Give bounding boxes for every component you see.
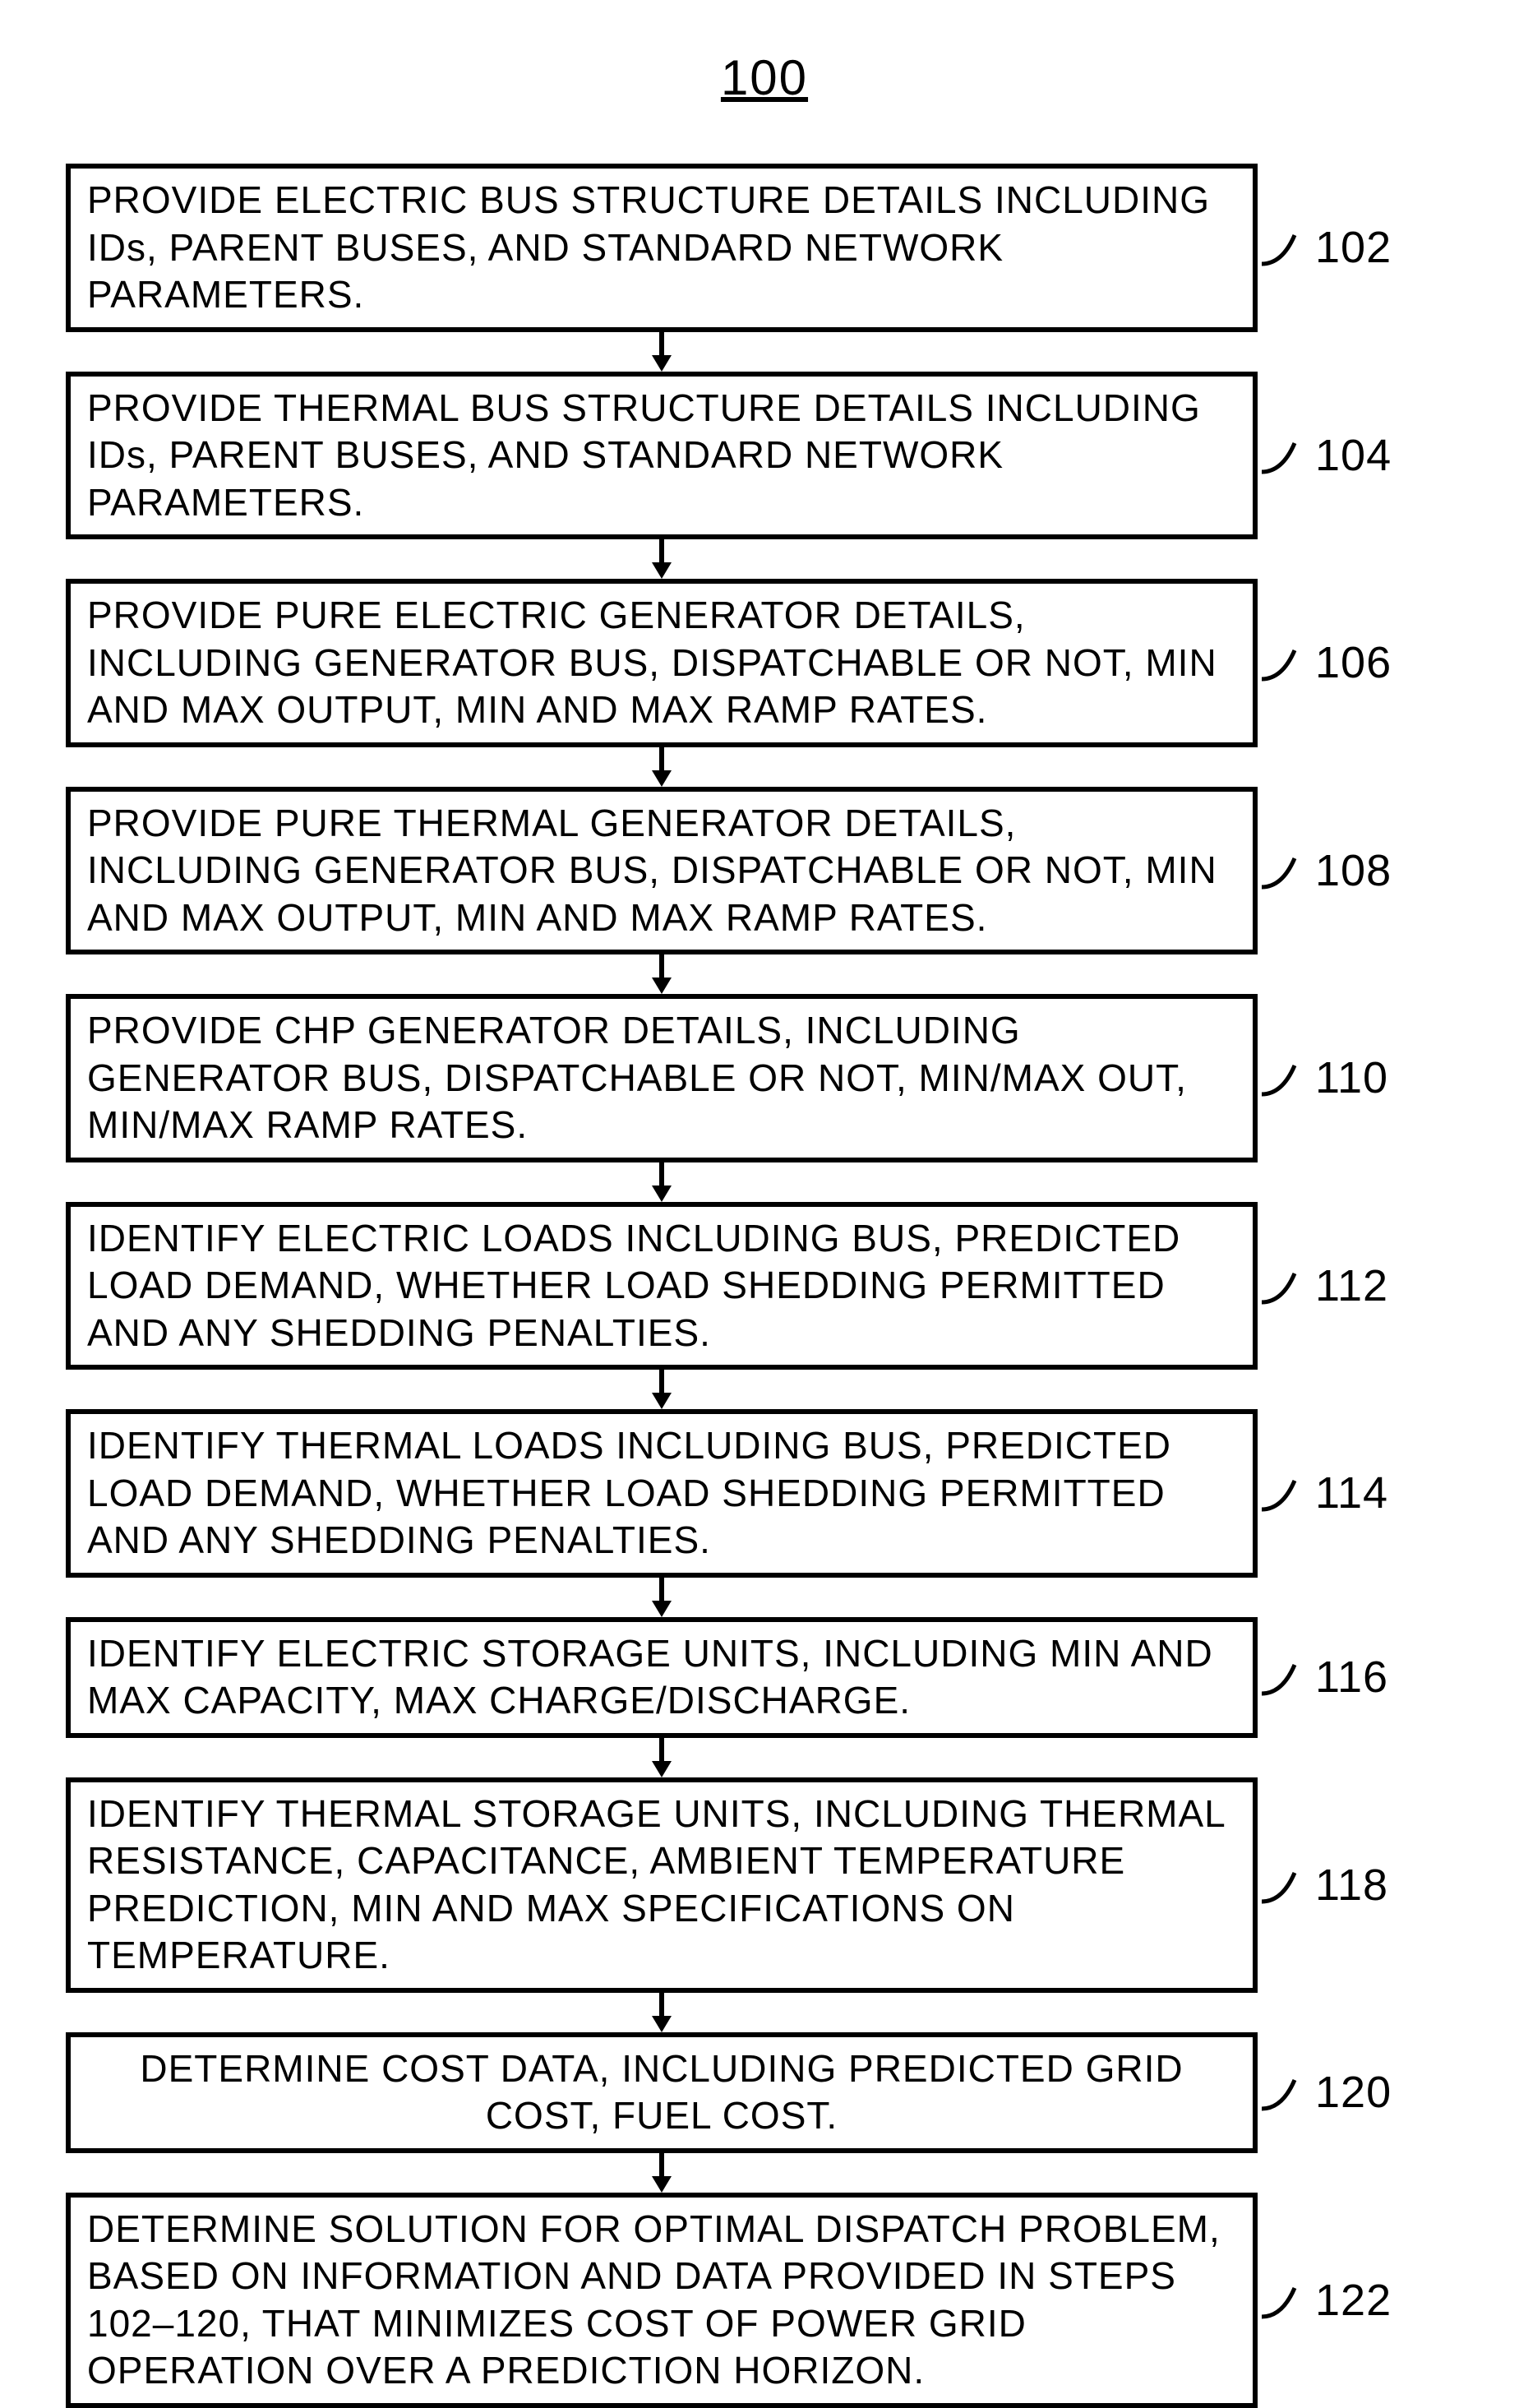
arrow-110-to-112 (66, 1162, 1258, 1202)
step-box-110: PROVIDE CHP GENERATOR DETAILS, INCLUDING… (66, 994, 1258, 1162)
arrow-116-to-118 (66, 1738, 1258, 1777)
step-row-118: IDENTIFY THERMAL STORAGE UNITS, INCLUDIN… (66, 1777, 1463, 1993)
leader-line-icon (1258, 2072, 1315, 2113)
step-row-112: IDENTIFY ELECTRIC LOADS INCLUDING BUS, P… (66, 1202, 1463, 1370)
step-label-118: 118 (1315, 1860, 1388, 1911)
step-box-102: PROVIDE ELECTRIC BUS STRUCTURE DETAILS I… (66, 164, 1258, 332)
arrow-down-icon (649, 951, 674, 994)
step-label-wrap-104: 104 (1258, 430, 1392, 481)
step-row-116: IDENTIFY ELECTRIC STORAGE UNITS, INCLUDI… (66, 1617, 1463, 1738)
arrow-118-to-120 (66, 1993, 1258, 2032)
step-box-122: DETERMINE SOLUTION FOR OPTIMAL DISPATCH … (66, 2193, 1258, 2408)
step-box-106: PROVIDE PURE ELECTRIC GENERATOR DETAILS,… (66, 579, 1258, 747)
step-row-120: DETERMINE COST DATA, INCLUDING PREDICTED… (66, 2032, 1463, 2153)
arrow-104-to-106 (66, 539, 1258, 579)
step-label-wrap-106: 106 (1258, 637, 1392, 688)
step-label-106: 106 (1315, 637, 1392, 688)
step-row-106: PROVIDE PURE ELECTRIC GENERATOR DETAILS,… (66, 579, 1463, 747)
leader-line-icon (1258, 2280, 1315, 2321)
step-row-102: PROVIDE ELECTRIC BUS STRUCTURE DETAILS I… (66, 164, 1463, 332)
step-label-108: 108 (1315, 845, 1392, 896)
step-label-wrap-110: 110 (1258, 1052, 1388, 1103)
arrow-down-icon (649, 744, 674, 787)
leader-line-icon (1258, 1865, 1315, 1906)
step-label-104: 104 (1315, 430, 1392, 481)
step-label-wrap-116: 116 (1258, 1652, 1388, 1703)
arrow-down-icon (649, 1574, 674, 1617)
leader-line-icon (1258, 1472, 1315, 1514)
step-box-114: IDENTIFY THERMAL LOADS INCLUDING BUS, PR… (66, 1409, 1258, 1578)
step-label-116: 116 (1315, 1652, 1388, 1703)
step-label-wrap-114: 114 (1258, 1467, 1388, 1518)
arrow-102-to-104 (66, 332, 1258, 372)
step-label-122: 122 (1315, 2275, 1392, 2326)
step-box-104: PROVIDE THERMAL BUS STRUCTURE DETAILS IN… (66, 372, 1258, 540)
arrow-down-icon (649, 1159, 674, 1202)
step-label-120: 120 (1315, 2067, 1392, 2118)
step-box-116: IDENTIFY ELECTRIC STORAGE UNITS, INCLUDI… (66, 1617, 1258, 1738)
leader-line-icon (1258, 850, 1315, 891)
step-label-102: 102 (1315, 222, 1392, 273)
step-label-wrap-122: 122 (1258, 2275, 1392, 2326)
step-label-wrap-108: 108 (1258, 845, 1392, 896)
step-row-122: DETERMINE SOLUTION FOR OPTIMAL DISPATCH … (66, 2193, 1463, 2408)
arrow-106-to-108 (66, 747, 1258, 787)
step-box-120: DETERMINE COST DATA, INCLUDING PREDICTED… (66, 2032, 1258, 2153)
leader-line-icon (1258, 227, 1315, 268)
leader-line-icon (1258, 1265, 1315, 1306)
arrow-114-to-116 (66, 1578, 1258, 1617)
step-row-108: PROVIDE PURE THERMAL GENERATOR DETAILS, … (66, 787, 1463, 955)
step-box-112: IDENTIFY ELECTRIC LOADS INCLUDING BUS, P… (66, 1202, 1258, 1370)
arrow-112-to-114 (66, 1370, 1258, 1409)
step-row-104: PROVIDE THERMAL BUS STRUCTURE DETAILS IN… (66, 372, 1463, 540)
leader-line-icon (1258, 435, 1315, 476)
step-label-wrap-120: 120 (1258, 2067, 1392, 2118)
arrow-120-to-122 (66, 2153, 1258, 2193)
arrow-down-icon (649, 1366, 674, 1409)
step-label-wrap-112: 112 (1258, 1260, 1388, 1311)
leader-line-icon (1258, 642, 1315, 683)
step-label-112: 112 (1315, 1260, 1388, 1311)
arrow-down-icon (649, 2150, 674, 2193)
arrow-down-icon (649, 1735, 674, 1777)
step-row-110: PROVIDE CHP GENERATOR DETAILS, INCLUDING… (66, 994, 1463, 1162)
step-label-110: 110 (1315, 1052, 1388, 1103)
step-box-118: IDENTIFY THERMAL STORAGE UNITS, INCLUDIN… (66, 1777, 1258, 1993)
step-row-114: IDENTIFY THERMAL LOADS INCLUDING BUS, PR… (66, 1409, 1463, 1578)
step-label-wrap-118: 118 (1258, 1860, 1388, 1911)
figure-title: 100 (66, 49, 1463, 106)
arrow-down-icon (649, 1990, 674, 2032)
arrow-down-icon (649, 329, 674, 372)
step-label-wrap-102: 102 (1258, 222, 1392, 273)
step-box-108: PROVIDE PURE THERMAL GENERATOR DETAILS, … (66, 787, 1258, 955)
leader-line-icon (1258, 1057, 1315, 1098)
step-label-114: 114 (1315, 1467, 1388, 1518)
flowchart: PROVIDE ELECTRIC BUS STRUCTURE DETAILS I… (66, 164, 1463, 2408)
arrow-down-icon (649, 536, 674, 579)
leader-line-icon (1258, 1657, 1315, 1698)
arrow-108-to-110 (66, 954, 1258, 994)
